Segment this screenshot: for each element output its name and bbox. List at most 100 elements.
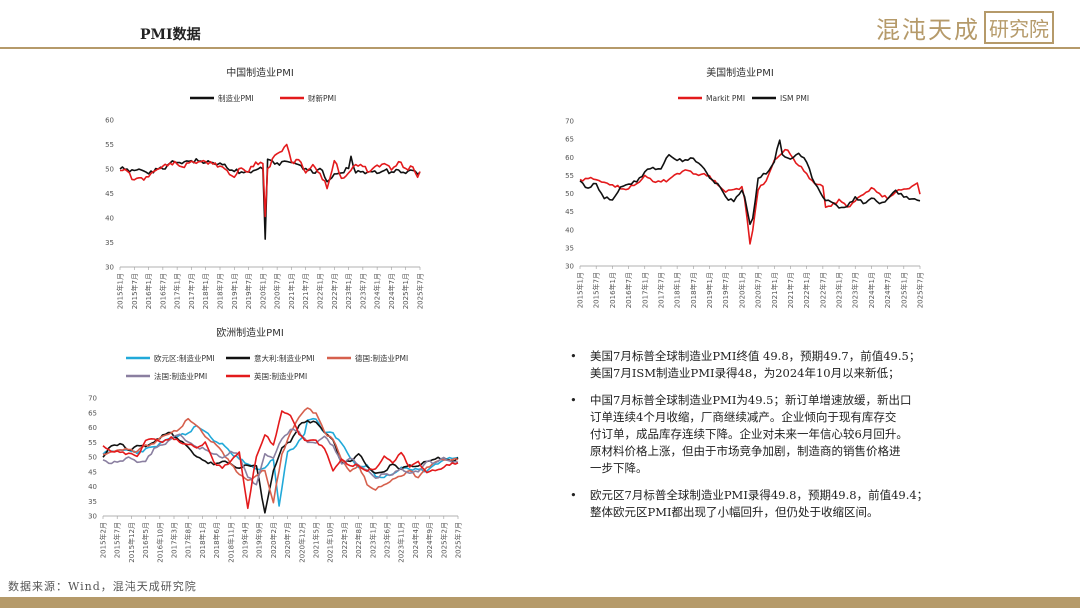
logo-text: 混沌天成 — [876, 16, 980, 44]
x-tick-label: 2015年7月 — [592, 272, 601, 308]
note-line: 付订单，成品库存连续下降。企业对未来一年信心较6月回升。 — [590, 427, 908, 441]
y-tick-label: 50 — [88, 454, 97, 462]
chart-europe-svg: 欧洲制造业PMI 30 35 40 45 50 55 60 65 70 2015年2月 2015年7月… — [88, 326, 463, 563]
x-tick-label: 2020年7月 — [283, 522, 292, 558]
x-tick-label: 2019年7月 — [244, 273, 253, 309]
x-tick-label: 2024年9月 — [425, 522, 434, 558]
legend-label: 财新PMI — [308, 93, 336, 103]
note-china: • 中国7月标普全球制造业PMI为49.5；新订单增速放缓，新出口 订单连续4个… — [568, 392, 968, 477]
y-tick-label: 30 — [105, 264, 114, 272]
note-usa: • 美国7月标普全球制造业PMI终值 49.8，预期49.7，前值49.5； 美… — [568, 348, 968, 382]
y-tick-label: 35 — [105, 239, 114, 247]
x-tick-label: 2018年11月 — [226, 522, 235, 563]
y-tick-label: 55 — [105, 141, 114, 149]
x-tick-label: 2022年1月 — [316, 273, 325, 309]
y-tick-label: 40 — [105, 215, 114, 223]
x-tick-label: 2024年7月 — [883, 272, 892, 308]
logo-box: 研究院 — [984, 11, 1054, 44]
x-tick-label: 2023年11月 — [397, 522, 406, 563]
series-line — [102, 428, 459, 486]
legend-label: 法国:制造业PMI — [154, 371, 207, 381]
x-tick-label: 2018年7月 — [689, 272, 698, 308]
x-tick-label: 2021年1月 — [287, 273, 296, 309]
series-line — [579, 148, 921, 245]
x-tick-label: 2016年1月 — [608, 272, 617, 308]
y-tick-label: 70 — [88, 395, 97, 403]
y-tick-label: 35 — [565, 244, 574, 252]
x-tick-label: 2021年7月 — [301, 273, 310, 309]
x-tick-label: 2017年1月 — [173, 273, 182, 309]
y-tick-label: 45 — [565, 208, 574, 216]
x-tick-label: 2016年7月 — [158, 273, 167, 309]
x-tick-label: 2022年3月 — [340, 522, 349, 558]
page-title: PMI数据 — [140, 27, 201, 43]
x-tick-label: 2022年7月 — [330, 273, 339, 309]
note-line: 欧元区7月标普全球制造业PMI录得49.8，预期49.8，前值49.4； — [590, 488, 929, 502]
note-line: 原材料价格上涨，但由于市场竞争加剧，制造商的销售价格进 — [590, 444, 901, 458]
x-tick-label: 2018年1月 — [201, 273, 210, 309]
x-tick-label: 2020年7月 — [754, 272, 763, 308]
x-tick-label: 2023年7月 — [851, 272, 860, 308]
chart-europe-pmi: 欧洲制造业PMI 30 35 40 45 50 55 60 65 70 2015年2月 2015年7月… — [88, 322, 470, 572]
y-tick-label: 30 — [88, 513, 97, 521]
x-tick-label: 2022年7月 — [818, 272, 827, 308]
x-tick-label: 2021年7月 — [786, 272, 795, 308]
series-line — [119, 155, 421, 240]
chart-china-pmi: 中国制造业PMI 30 35 40 45 50 55 60 2015年1月 2015年7月 2016… — [90, 60, 440, 316]
series-line — [579, 139, 921, 226]
x-tick-label: 2017年7月 — [656, 272, 665, 308]
x-tick-label: 2019年9月 — [255, 522, 264, 558]
x-tick-label: 2023年6月 — [383, 522, 392, 558]
x-tick-label: 2024年1月 — [373, 273, 382, 309]
y-tick-label: 50 — [565, 190, 574, 198]
x-tick-label: 2017年7月 — [187, 273, 196, 309]
logo: 混沌天成 研究院 — [876, 10, 1054, 45]
x-tick-label: 2022年8月 — [354, 522, 363, 558]
x-tick-label: 2024年7月 — [387, 273, 396, 309]
x-tick-label: 2018年7月 — [216, 273, 225, 309]
x-tick-label: 2017年8月 — [184, 522, 193, 558]
x-tick-label: 2023年1月 — [344, 273, 353, 309]
x-tick-label: 2017年1月 — [640, 272, 649, 308]
chart-usa-svg: 美国制造业PMI 30 35 40 45 50 55 60 65 70 2015年1月 2015年7月… — [565, 66, 924, 308]
x-tick-label: 2019年7月 — [721, 272, 730, 308]
legend-label: 德国:制造业PMI — [355, 353, 408, 363]
x-tick-label: 2023年1月 — [368, 522, 377, 558]
y-tick-label: 55 — [88, 439, 97, 447]
legend-label: ISM PMI — [780, 94, 809, 103]
x-tick-label: 2021年10月 — [326, 522, 335, 563]
x-tick-label: 2015年2月 — [99, 522, 108, 558]
header-rule — [0, 47, 1080, 49]
x-tick-label: 2025年2月 — [439, 522, 448, 558]
legend-label: 英国:制造业PMI — [254, 371, 307, 381]
x-tick-label: 2022年1月 — [802, 272, 811, 308]
bullet: • — [570, 488, 577, 502]
series-line — [102, 410, 459, 510]
y-tick-label: 40 — [565, 226, 574, 234]
x-tick-label: 2015年1月 — [576, 272, 585, 308]
x-tick-label: 2021年5月 — [312, 522, 321, 558]
x-tick-label: 2019年1月 — [230, 273, 239, 309]
note-line: 美国7月ISM制造业PMI录得48，为2024年10月以来新低； — [590, 366, 900, 380]
commentary: • 美国7月标普全球制造业PMI终值 49.8，预期49.7，前值49.5； 美… — [568, 348, 968, 531]
legend-label: 制造业PMI — [218, 93, 254, 103]
y-tick-label: 70 — [565, 118, 574, 126]
x-tick-label: 2015年7月 — [130, 273, 139, 309]
series-line — [103, 407, 459, 504]
legend-label: 意大利:制造业PMI — [254, 353, 315, 363]
y-tick-label: 60 — [565, 154, 574, 162]
note-line: 一步下降。 — [590, 461, 648, 475]
legend-label: Markit PMI — [706, 94, 745, 103]
x-tick-label: 2025年7月 — [454, 522, 463, 558]
x-tick-label: 2021年1月 — [770, 272, 779, 308]
y-tick-label: 55 — [565, 172, 574, 180]
series-line — [102, 419, 459, 514]
chart-china-svg: 中国制造业PMI 30 35 40 45 50 55 60 2015年1月 2015年7月 2016… — [105, 66, 424, 309]
bullet: • — [570, 349, 577, 363]
note-europe: • 欧元区7月标普全球制造业PMI录得49.8，预期49.8，前值49.4； 整… — [568, 487, 968, 521]
x-tick-label: 2015年1月 — [116, 273, 125, 309]
x-tick-label: 2020年7月 — [273, 273, 282, 309]
chart-title: 中国制造业PMI — [226, 66, 294, 79]
y-tick-label: 60 — [105, 117, 114, 125]
y-tick-label: 65 — [565, 136, 574, 144]
